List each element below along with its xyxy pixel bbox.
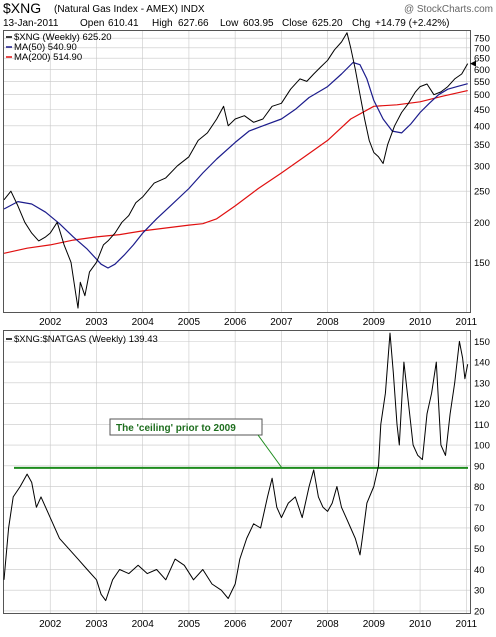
ratio-y-tick-label: 40 — [474, 565, 485, 576]
legend-ma50-label: MA(50) 540.90 — [14, 42, 77, 53]
high-value: 627.66 — [178, 18, 209, 29]
price-y-tick-label: 300 — [474, 161, 490, 172]
ratio-x-tick-label: 2008 — [316, 619, 339, 630]
price-x-tick-label: 2002 — [39, 317, 62, 328]
low-label: Low — [220, 18, 239, 29]
price-x-tick-label: 2006 — [224, 317, 247, 328]
price-x-tick-label: 2005 — [178, 317, 201, 328]
grid-layer — [4, 31, 470, 613]
chart-index-name: (Natural Gas Index - AMEX) INDX — [54, 4, 205, 15]
price-y-tick-label: 600 — [474, 65, 490, 76]
ratio-x-tick-label: 2010 — [409, 619, 432, 630]
ma200-line — [3, 90, 468, 254]
price-y-tick-label: 150 — [474, 258, 490, 269]
annotation-text: The 'ceiling' prior to 2009 — [116, 423, 236, 434]
xng-natgas-ratio-line — [3, 332, 469, 602]
price-x-tick-label: 2008 — [316, 317, 339, 328]
ratio-x-tick-label: 2004 — [132, 619, 155, 630]
open-value: 610.41 — [108, 18, 139, 29]
ratio-x-tick-label: 2011 — [456, 619, 478, 630]
ratio-legend: $XNG:$NATGAS (Weekly) 139.43 — [6, 334, 158, 345]
ratio-x-tick-label: 2007 — [270, 619, 293, 630]
ceiling-annotation: The 'ceiling' prior to 2009 — [109, 418, 283, 469]
price-y-tick-label: 550 — [474, 77, 490, 88]
price-x-tick-label: 2010 — [409, 317, 432, 328]
chart-symbol: $XNG — [3, 0, 41, 16]
price-legend: $XNG (Weekly) 625.20 MA(50) 540.90 MA(20… — [6, 32, 112, 63]
price-y-tick-label: 250 — [474, 187, 490, 198]
legend-price-label: $XNG (Weekly) 625.20 — [14, 32, 112, 43]
price-y-tick-label: 450 — [474, 105, 490, 116]
legend-ratio-label: $XNG:$NATGAS (Weekly) 139.43 — [14, 334, 158, 345]
ratio-y-tick-label: 20 — [474, 606, 485, 617]
ratio-x-tick-label: 2005 — [178, 619, 201, 630]
ratio-y-tick-label: 90 — [474, 461, 485, 472]
price-x-tick-label: 2011 — [456, 317, 478, 328]
ratio-y-tick-label: 140 — [474, 358, 490, 369]
ratio-y-tick-label: 50 — [474, 544, 485, 555]
ratio-y-tick-label: 60 — [474, 523, 485, 534]
legend-ma200-label: MA(200) 514.90 — [14, 52, 82, 63]
ratio-x-tick-label: 2002 — [39, 619, 62, 630]
xng-price-line — [3, 32, 469, 309]
close-label: Close — [282, 18, 308, 29]
price-x-tick-label: 2004 — [132, 317, 155, 328]
ratio-y-tick-label: 110 — [474, 420, 489, 431]
annotation-box — [109, 418, 263, 436]
annotation-pointer — [257, 434, 283, 469]
ratio-x-tick-label: 2003 — [85, 619, 108, 630]
price-y-tick-label: 750 — [474, 34, 490, 45]
tick-layer: 2002 2003 2004 2005 2006 2007 2008 2009 2010 2011… — [39, 34, 490, 630]
price-x-tick-label: 2007 — [270, 317, 293, 328]
ratio-y-tick-label: 70 — [474, 503, 485, 514]
price-panel-frame — [3, 30, 471, 313]
chg-label: Chg — [352, 18, 370, 29]
ratio-y-tick-label: 120 — [474, 399, 490, 410]
last-price-marker — [470, 60, 476, 67]
close-value: 625.20 — [312, 18, 343, 29]
price-y-tick-label: 400 — [474, 121, 490, 132]
ratio-y-tick-label: 100 — [474, 441, 490, 452]
chg-value: +14.79 (+2.42%) — [375, 18, 450, 29]
ratio-y-tick-label: 30 — [474, 586, 485, 597]
price-y-tick-label: 650 — [474, 54, 490, 65]
price-y-tick-label: 700 — [474, 43, 490, 54]
price-x-tick-label: 2009 — [363, 317, 386, 328]
price-y-tick-label: 200 — [474, 218, 490, 229]
watermark: @ StockCharts.com — [404, 4, 493, 15]
price-y-tick-label: 500 — [474, 90, 490, 101]
high-label: High — [152, 18, 173, 29]
low-value: 603.95 — [243, 18, 274, 29]
ratio-y-tick-label: 80 — [474, 482, 485, 493]
price-x-tick-label: 2003 — [85, 317, 108, 328]
ratio-panel-frame — [3, 330, 471, 614]
price-y-tick-label: 350 — [474, 140, 490, 151]
ratio-y-tick-label: 130 — [474, 378, 490, 389]
open-label: Open — [80, 18, 104, 29]
chart-date: 13-Jan-2011 — [3, 18, 59, 29]
ratio-y-tick-label: 150 — [474, 337, 490, 348]
ratio-x-tick-label: 2006 — [224, 619, 247, 630]
series-layer — [3, 32, 469, 602]
ma50-line — [3, 61, 468, 269]
ratio-x-tick-label: 2009 — [363, 619, 386, 630]
